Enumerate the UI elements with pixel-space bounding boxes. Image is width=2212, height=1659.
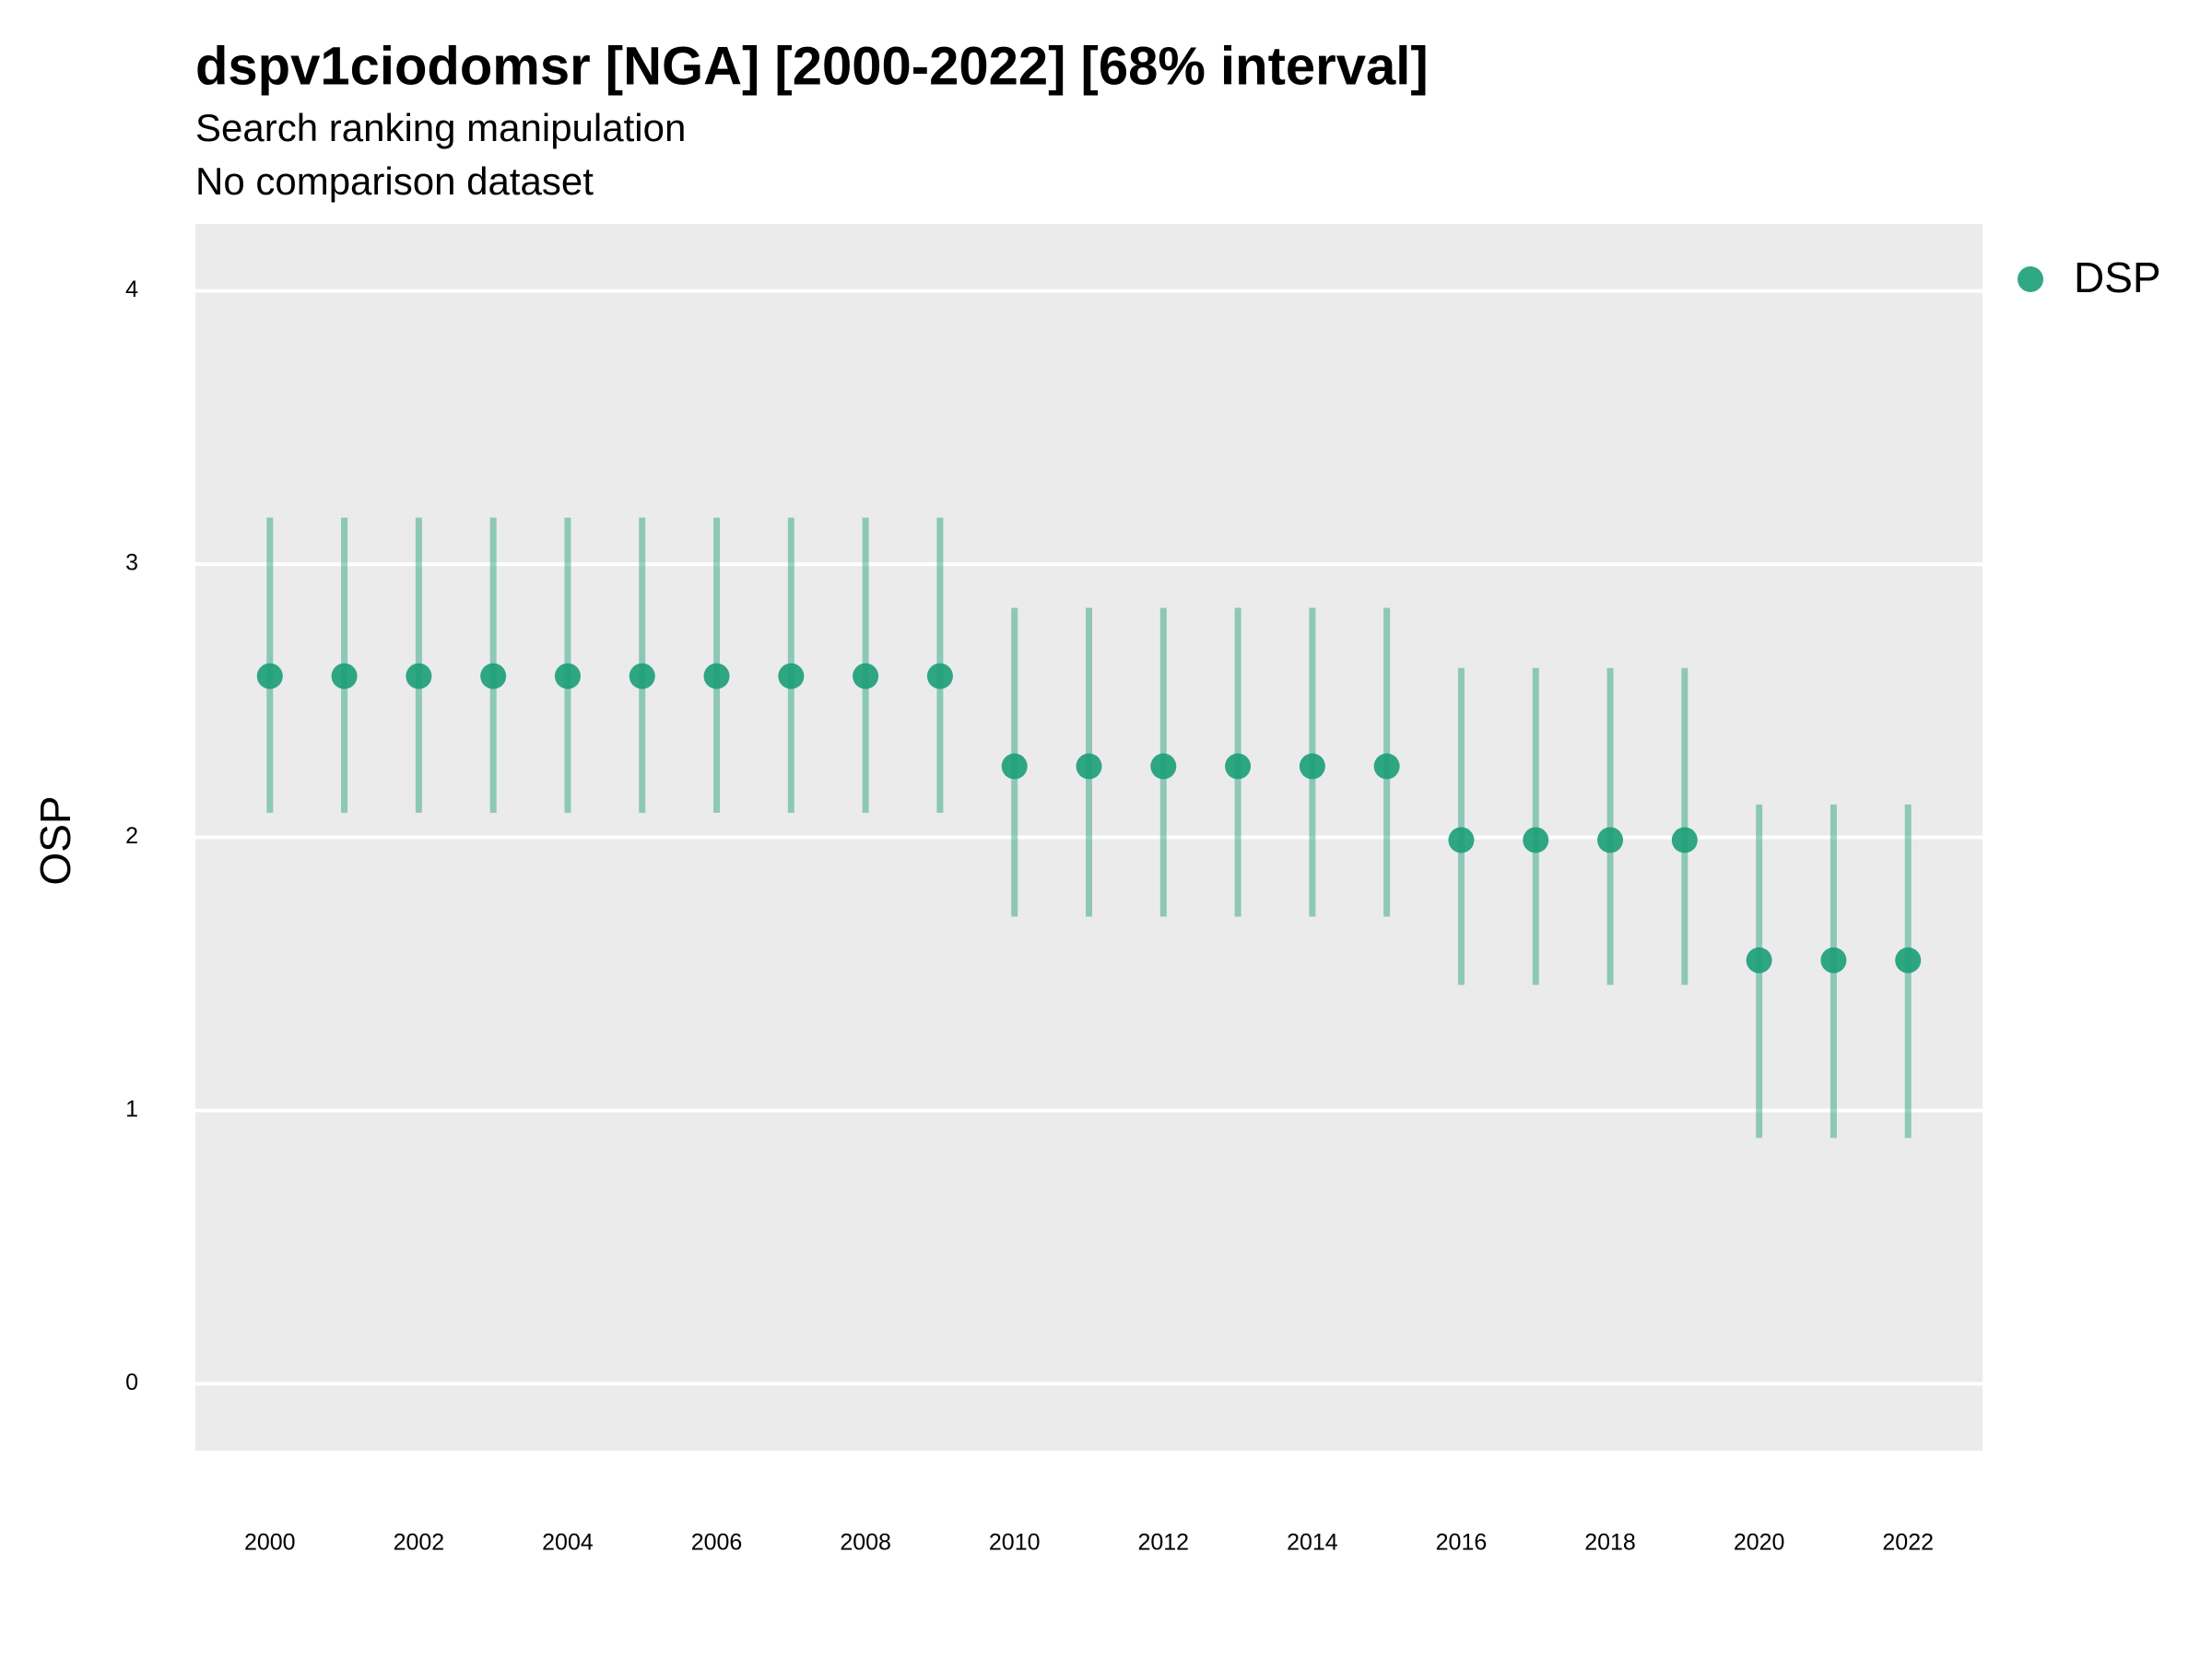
x-tick-label: 2018 <box>1584 1530 1636 1556</box>
x-tick-label: 2022 <box>1882 1530 1934 1556</box>
point <box>1076 753 1102 780</box>
point <box>1671 827 1698 853</box>
point <box>331 663 358 689</box>
point <box>778 663 805 689</box>
x-tick-label: 2020 <box>1734 1530 1785 1556</box>
point <box>629 663 655 689</box>
point <box>853 663 879 689</box>
y-tick-label: 4 <box>125 276 138 302</box>
x-tick-label: 2016 <box>1436 1530 1488 1556</box>
x-tick-label: 2002 <box>394 1530 445 1556</box>
point <box>554 663 581 689</box>
legend-label: DSP <box>2074 253 2161 301</box>
point <box>1373 753 1400 780</box>
x-tick-label: 2006 <box>691 1530 743 1556</box>
y-tick-label: 2 <box>125 823 138 849</box>
x-tick-label: 2008 <box>840 1530 891 1556</box>
x-tick-label: 2012 <box>1137 1530 1189 1556</box>
point <box>1820 947 1847 973</box>
point <box>1225 753 1252 780</box>
point <box>1895 947 1922 973</box>
point <box>1523 827 1549 853</box>
y-tick-label: 1 <box>125 1097 138 1123</box>
point <box>1299 753 1325 780</box>
y-axis-label: OSP <box>31 795 79 885</box>
point <box>1597 827 1624 853</box>
y-tick-label: 3 <box>125 550 138 576</box>
point <box>1746 947 1772 973</box>
point <box>926 663 953 689</box>
y-tick-label: 0 <box>125 1370 138 1395</box>
point <box>406 663 432 689</box>
x-tick-label: 2004 <box>542 1530 594 1556</box>
point <box>256 663 283 689</box>
point <box>1150 753 1177 780</box>
x-tick-label: 2000 <box>244 1530 296 1556</box>
chart-title: dspv1ciodomsr [NGA] [2000-2022] [68% int… <box>195 36 1429 96</box>
point <box>1001 753 1028 780</box>
point <box>480 663 507 689</box>
x-tick-label: 2014 <box>1287 1530 1338 1556</box>
point <box>703 663 730 689</box>
chart-subtitle: Search ranking manipulation <box>195 106 686 149</box>
legend-marker <box>2018 266 2043 292</box>
point <box>1448 827 1475 853</box>
x-tick-label: 2010 <box>989 1530 1041 1556</box>
chart-subtitle: No comparison dataset <box>195 159 594 203</box>
